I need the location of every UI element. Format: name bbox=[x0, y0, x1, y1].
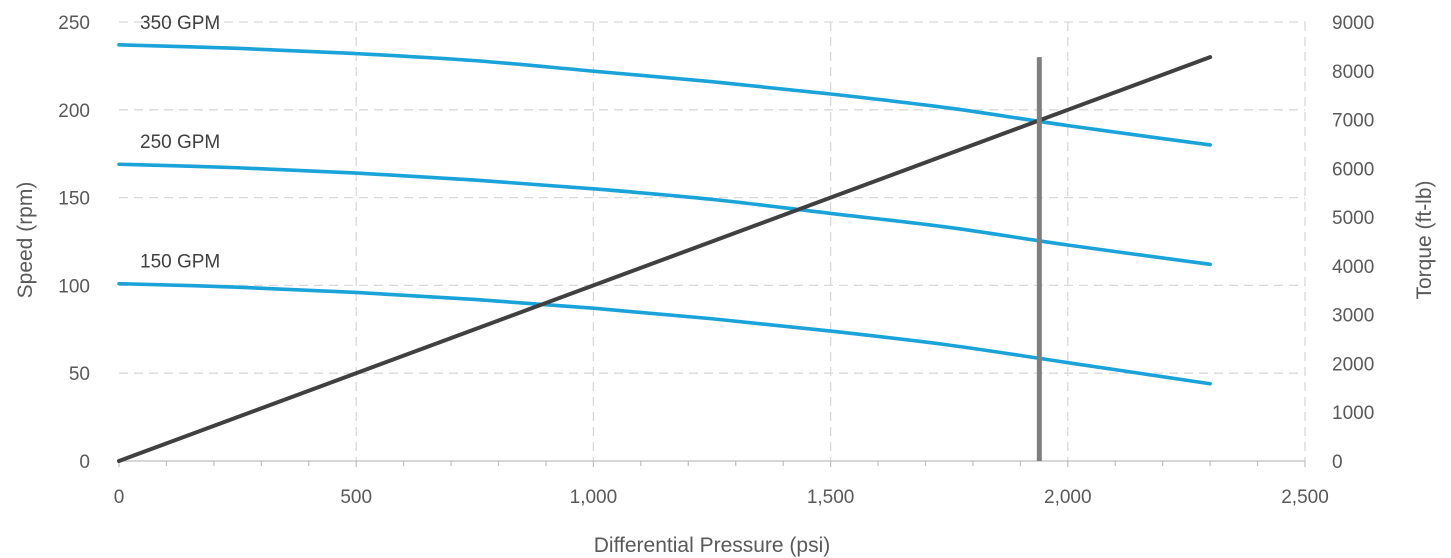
x-tick-label: 2,500 bbox=[1281, 487, 1329, 508]
axes bbox=[118, 460, 1306, 467]
series-label: 150 GPM bbox=[140, 252, 220, 273]
y-tick-label: 250 bbox=[58, 13, 90, 34]
y2-tick-label: 6000 bbox=[1332, 159, 1374, 180]
y2-tick-label: 4000 bbox=[1332, 257, 1374, 278]
y2-axis-title: Torque (ft-lb) bbox=[1413, 180, 1436, 299]
x-tick-label: 1,500 bbox=[807, 487, 855, 508]
y2-tick-label: 7000 bbox=[1332, 111, 1374, 132]
series bbox=[117, 43, 1213, 463]
y-axis-title: Speed (rpm) bbox=[14, 182, 37, 299]
y2-tick-label: 9000 bbox=[1332, 13, 1374, 34]
y-tick-label: 200 bbox=[58, 101, 90, 122]
y2-tick-label: 8000 bbox=[1332, 62, 1374, 83]
y-tick-label: 0 bbox=[79, 452, 90, 473]
y2-tick-label: 0 bbox=[1332, 452, 1343, 473]
series-label: 350 GPM bbox=[140, 13, 220, 34]
y2-tick-label: 3000 bbox=[1332, 306, 1374, 327]
speed-curve-2 bbox=[117, 162, 1212, 267]
series-label: 250 GPM bbox=[140, 132, 220, 153]
y2-tick-label: 1000 bbox=[1332, 403, 1374, 424]
x-tick-label: 500 bbox=[340, 487, 372, 508]
speed-curve-1 bbox=[117, 43, 1212, 147]
speed-curve-3 bbox=[117, 281, 1212, 386]
y-tick-label: 50 bbox=[69, 364, 90, 385]
series-labels: 350 GPM 250 GPM 150 GPM bbox=[140, 13, 220, 273]
x-axis-title: Differential Pressure (psi) bbox=[594, 534, 831, 557]
y-tick-label: 100 bbox=[58, 276, 90, 297]
y2-tick-label: 5000 bbox=[1332, 208, 1374, 229]
torque-line bbox=[117, 55, 1213, 463]
tick-labels: 0 500 1,000 1,500 2,000 2,5000501001502002500… bbox=[58, 13, 1374, 508]
x-tick-label: 0 bbox=[114, 487, 125, 508]
x-tick-label: 2,000 bbox=[1044, 487, 1092, 508]
y-tick-label: 150 bbox=[58, 189, 90, 210]
y2-tick-label: 2000 bbox=[1332, 354, 1374, 375]
x-tick-label: 1,000 bbox=[570, 487, 618, 508]
